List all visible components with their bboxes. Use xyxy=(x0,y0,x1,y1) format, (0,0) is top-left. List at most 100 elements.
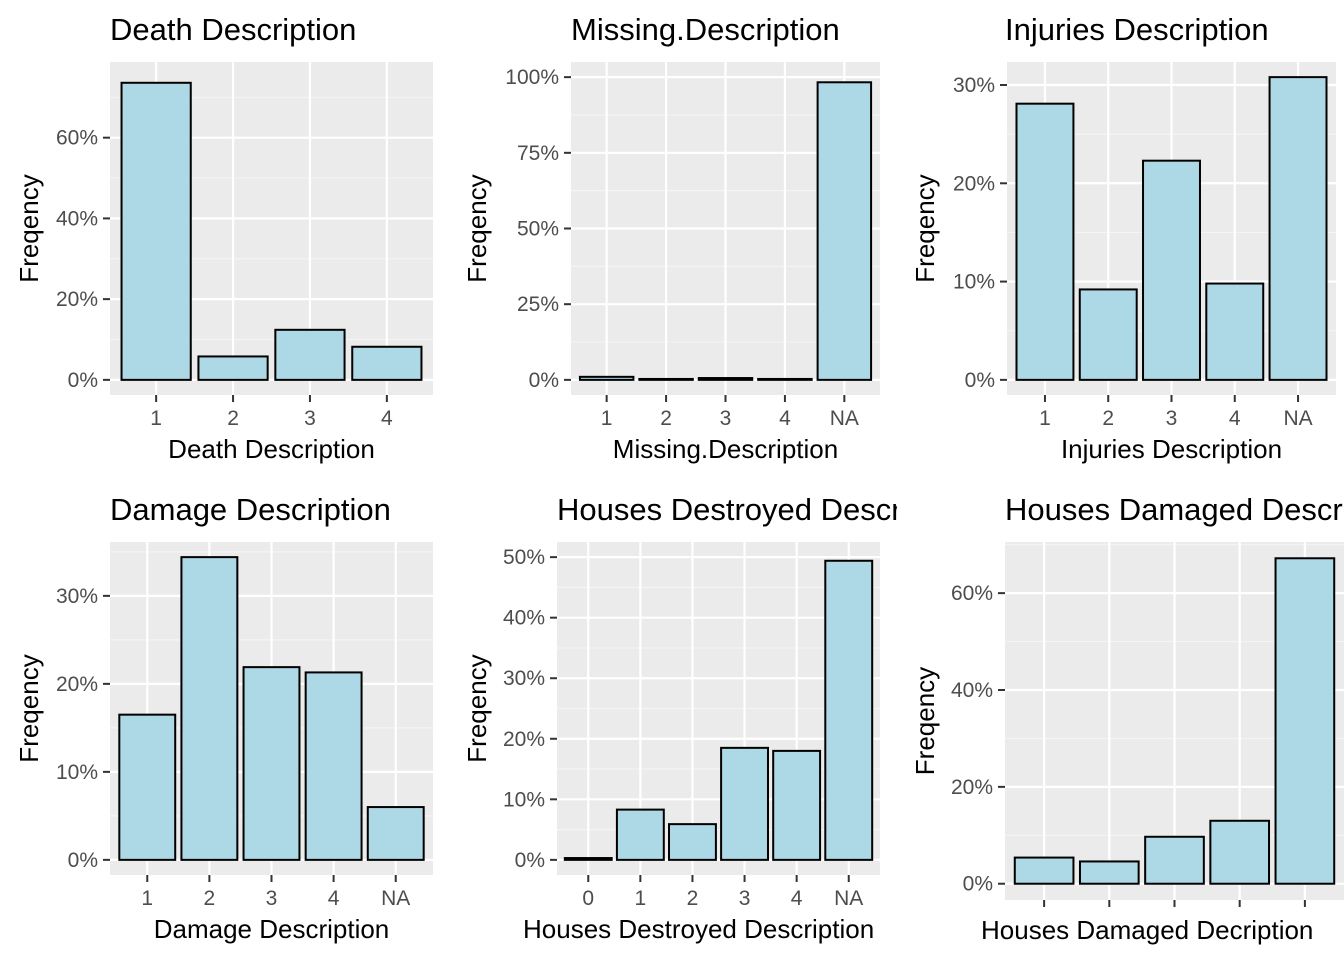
y-tick-label: 0% xyxy=(963,873,993,896)
bar-5 xyxy=(1274,557,1336,885)
bar-3 xyxy=(668,823,717,861)
x-axis-title: Missing.Description xyxy=(613,434,838,464)
x-tick-label: 3 xyxy=(304,407,316,430)
y-tick-label: 50% xyxy=(503,546,545,569)
x-tick-label: 2 xyxy=(227,407,239,430)
bar-1 xyxy=(118,713,177,861)
x-axis-title: Houses Damaged Decription xyxy=(981,915,1313,945)
x-tick-label: 3 xyxy=(739,887,751,910)
y-tick-label: 0% xyxy=(68,369,98,392)
y-tick-label: 0% xyxy=(965,369,995,392)
y-tick-label: 10% xyxy=(56,761,98,784)
x-tick-label: 0 xyxy=(582,887,594,910)
chart-title: Damage Description xyxy=(110,492,391,527)
y-tick-label: 10% xyxy=(953,271,995,294)
x-tick-label: 4 xyxy=(779,407,791,430)
bar-2 xyxy=(638,377,694,381)
x-tick-label: 4 xyxy=(328,887,340,910)
y-tick-label: 60% xyxy=(56,127,98,150)
y-axis-title: Freqency xyxy=(462,654,492,762)
bar-4 xyxy=(304,671,363,861)
y-tick-label: 20% xyxy=(951,776,993,799)
x-axis-title: Houses Destroyed Description xyxy=(523,914,874,944)
chart-title: Houses Damaged Description xyxy=(1005,492,1344,527)
y-tick-label: 20% xyxy=(953,172,995,195)
y-tick-label: 10% xyxy=(503,788,545,811)
x-tick-label: NA xyxy=(830,407,859,430)
x-tick-label: NA xyxy=(1283,407,1312,430)
y-tick-label: 75% xyxy=(517,142,559,165)
chart-title: Missing.Description xyxy=(571,12,840,47)
bar-4 xyxy=(1205,282,1265,381)
x-axis-title: Damage Description xyxy=(154,914,390,944)
bar-1 xyxy=(563,857,613,861)
x-axis-title: Injuries Description xyxy=(1061,434,1282,464)
x-tick-label: 1 xyxy=(141,887,153,910)
chart-panel-5: 0% 10% 20% 30% 40% 50% 0 1 2 3 4 NA Houses Destroyed… xyxy=(462,492,976,944)
bar-3 xyxy=(697,377,754,381)
chart-title: Death Description xyxy=(110,12,356,47)
bar-2 xyxy=(197,355,269,381)
x-tick-label: 4 xyxy=(381,407,393,430)
x-tick-label: 1 xyxy=(1039,407,1051,430)
y-tick-label: 0% xyxy=(529,369,559,392)
bar-4 xyxy=(720,746,769,861)
bar-2 xyxy=(1078,288,1138,381)
y-tick-label: 50% xyxy=(517,218,559,241)
chart-title: Houses Destroyed Description xyxy=(557,492,976,527)
y-tick-label: 100% xyxy=(505,66,559,89)
y-axis-title: Freqency xyxy=(910,667,940,775)
bar-3 xyxy=(1142,159,1201,381)
x-axis-title: Death Description xyxy=(168,434,375,464)
chart-title: Injuries Description xyxy=(1005,12,1269,47)
x-tick-label: 4 xyxy=(791,887,803,910)
bar-2 xyxy=(180,556,239,861)
y-tick-label: 20% xyxy=(56,673,98,696)
bar-1 xyxy=(578,375,635,381)
x-tick-label: NA xyxy=(834,887,863,910)
y-tick-label: 25% xyxy=(517,293,559,316)
bar-4 xyxy=(351,345,423,381)
y-tick-label: 60% xyxy=(951,582,993,605)
x-tick-label: 1 xyxy=(635,887,647,910)
bar-5 xyxy=(816,81,873,381)
y-tick-label: 30% xyxy=(56,585,98,608)
x-tick-label: NA xyxy=(381,887,410,910)
chart-panel-1: 0% 20% 40% 60% 1 2 3 4 Death Description Death De… xyxy=(14,12,433,464)
bar-1 xyxy=(120,81,192,381)
y-axis-title: Freqency xyxy=(14,654,44,762)
x-tick-label: 1 xyxy=(601,407,613,430)
bar-4 xyxy=(1209,819,1271,885)
y-axis-title: Freqency xyxy=(462,174,492,282)
y-tick-label: 40% xyxy=(503,607,545,630)
bar-1 xyxy=(1015,102,1075,381)
bar-5 xyxy=(1268,76,1328,381)
y-tick-label: 40% xyxy=(56,207,98,230)
x-tick-label: 1 xyxy=(150,407,162,430)
x-tick-label: 3 xyxy=(266,887,278,910)
bar-1 xyxy=(1013,856,1075,885)
bar-4 xyxy=(757,377,813,381)
y-axis-title: Freqency xyxy=(910,174,940,282)
bar-3 xyxy=(274,328,346,381)
x-tick-label: 2 xyxy=(204,887,216,910)
y-tick-label: 30% xyxy=(953,74,995,97)
bar-2 xyxy=(1078,860,1140,885)
y-tick-label: 20% xyxy=(503,728,545,751)
x-tick-label: 3 xyxy=(720,407,732,430)
chart-panel-6: 0% 20% 40% 60% Houses Damaged Description Hou… xyxy=(910,492,1344,945)
chart-panel-4: 0% 10% 20% 30% 1 2 3 4 NA Damage Description Damag… xyxy=(14,492,433,944)
x-tick-label: 3 xyxy=(1166,407,1178,430)
y-tick-label: 40% xyxy=(951,679,993,702)
bar-5 xyxy=(366,806,425,861)
x-tick-label: 2 xyxy=(687,887,699,910)
y-tick-label: 30% xyxy=(503,667,545,690)
bar-6 xyxy=(824,559,874,861)
y-tick-label: 20% xyxy=(56,288,98,311)
bar-5 xyxy=(772,749,822,861)
bar-3 xyxy=(242,666,301,861)
chart-panel-2: 0% 25% 50% 75% 100% 1 2 3 4 NA Missing.Description… xyxy=(462,12,880,464)
y-tick-label: 0% xyxy=(515,849,545,872)
bar-2 xyxy=(615,808,665,861)
